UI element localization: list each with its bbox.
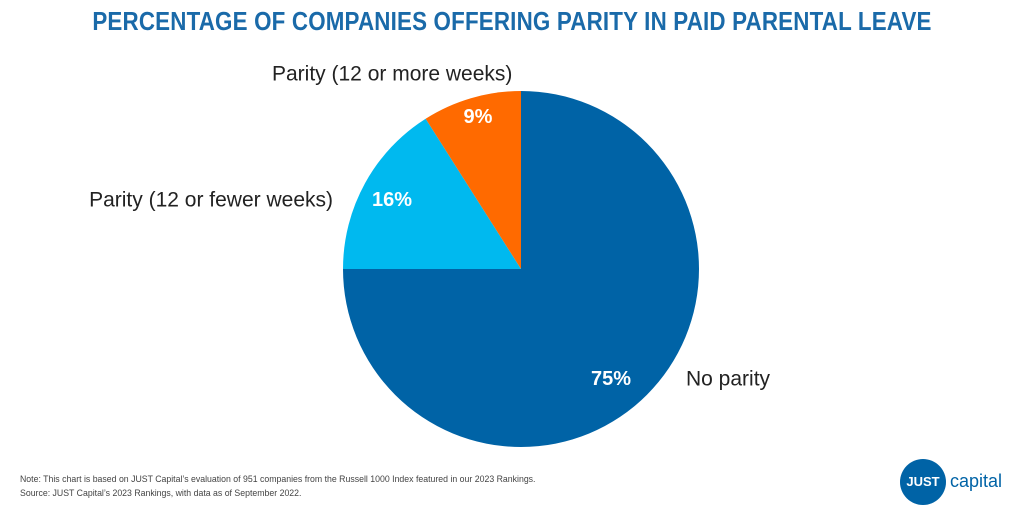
chart-title: PERCENTAGE OF COMPANIES OFFERING PARITY … (92, 6, 932, 36)
slice-value-label: 75% (591, 368, 631, 390)
slice-category-label: Parity (12 or fewer weeks) (89, 189, 333, 212)
chart-note: Note: This chart is based on JUST Capita… (20, 474, 536, 485)
chart-source: Source: JUST Capital’s 2023 Rankings, wi… (20, 488, 302, 499)
logo-circle: JUST (900, 459, 946, 505)
pie-slice-parity-12-or-fewer-weeks (343, 118, 521, 270)
slice-value-label: 16% (372, 189, 412, 211)
slice-value-label: 9% (464, 106, 493, 128)
pie-slice-parity-12-or-more-weeks (425, 91, 521, 269)
just-capital-logo: JUST capital (900, 459, 1010, 507)
slice-category-label: No parity (686, 368, 771, 391)
logo-wordmark: capital (950, 471, 1003, 491)
slice-category-label: Parity (12 or more weeks) (272, 63, 512, 86)
